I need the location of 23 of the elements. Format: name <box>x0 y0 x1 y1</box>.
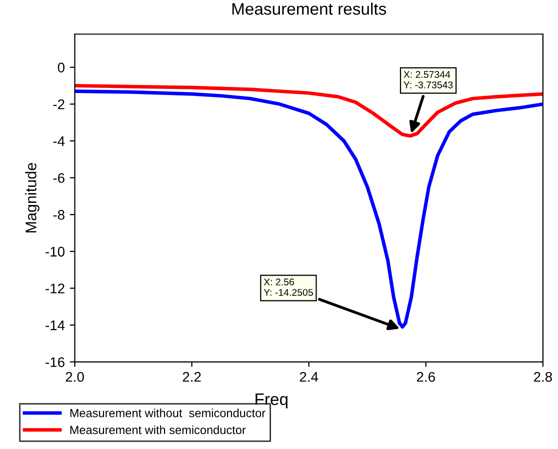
chart-title: Measurement results <box>232 2 386 15</box>
legend-label: Measurement with semiconductor <box>70 425 246 434</box>
legend-label: Measurement without semiconductor <box>70 408 266 418</box>
y-tick-label: -6 <box>53 173 64 183</box>
line-series <box>74 89 543 329</box>
y-tick-label: -10 <box>46 246 65 257</box>
y-tick-label: -14 <box>46 320 65 330</box>
line-series <box>74 84 543 138</box>
x-tick-label: 2.2 <box>182 372 201 382</box>
y-tick-label: 0 <box>58 62 65 72</box>
annotation: X: 2.56 Y: -14.2505 <box>264 278 313 296</box>
y-tick-label: -2 <box>53 99 64 110</box>
y-tick-label: -4 <box>53 136 65 146</box>
x-tick-label: 2.0 <box>66 372 84 382</box>
x-tick-label: 2.4 <box>300 372 318 382</box>
x-axis-title: Freq <box>256 394 288 408</box>
y-tick-label: -16 <box>46 357 64 368</box>
x-tick-label: 2.8 <box>534 372 552 382</box>
y-tick-label: -8 <box>53 210 64 220</box>
annotation: X: 2.57344 Y: -3.73543 <box>404 70 453 88</box>
y-axis-title: Magnitude <box>25 163 40 232</box>
x-tick-label: 2.6 <box>416 372 435 382</box>
y-tick-label: -12 <box>46 284 64 294</box>
